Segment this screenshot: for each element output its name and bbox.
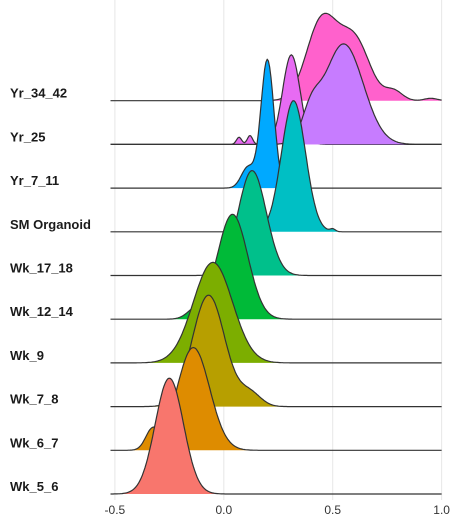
ridge-fill-wk-9: [110, 262, 442, 363]
y-label-wk-7-8: Wk_7_8: [10, 392, 58, 407]
ridge-fill-sm-organoid: [110, 100, 442, 232]
ridge-line-yr-7-11: [110, 58, 442, 189]
ridge-line-wk-12-14: [110, 213, 442, 320]
y-label-yr-25: Yr_25: [10, 129, 45, 144]
x-tick-label: -0.5: [105, 503, 126, 517]
ridge-line-wk-7-8: [110, 294, 442, 408]
y-label-sm-organoid: SM Organoid: [10, 217, 91, 232]
y-label-yr-7-11: Yr_7_11: [10, 173, 59, 188]
ridge-fill-wk-6-7: [110, 347, 442, 451]
ridge-line-wk-17-18: [110, 170, 442, 277]
ridge-fill-yr-7-11: [110, 59, 442, 189]
y-label-wk-5-6: Wk_5_6: [10, 479, 58, 494]
y-label-wk-12-14: Wk_12_14: [10, 304, 74, 319]
x-axis-labels: -0.5 0.0 0.5 1.0: [105, 503, 451, 517]
x-tick-label: 0.0: [215, 503, 232, 517]
ridge-line-yr-34-42: [110, 12, 442, 102]
ridge-line-wk-9: [110, 261, 442, 364]
y-label-wk-17-18: Wk_17_18: [10, 261, 73, 276]
y-label-wk-9: Wk_9: [10, 348, 44, 363]
ridge-fill-wk-17-18: [110, 170, 442, 276]
x-tick-label: 1.0: [433, 503, 450, 517]
ridge-fill-wk-5-6: [110, 378, 442, 494]
ridge-line-wk-5-6: [110, 377, 442, 495]
ridge-line-sm-organoid: [110, 100, 442, 233]
y-axis-labels: Wk_5_6 Wk_6_7 Wk_7_8 Wk_9 Wk_12_14 Wk_17_18 SM…: [10, 86, 91, 494]
y-label-wk-6-7: Wk_6_7: [10, 435, 58, 450]
ridge-fill-wk-7-8: [110, 295, 442, 407]
x-tick-label: 0.5: [324, 503, 341, 517]
ridges: [110, 12, 442, 495]
ridge-fill-yr-34-42: [110, 13, 442, 101]
ridge-fill-yr-25: [110, 43, 442, 145]
y-label-yr-34-42: Yr_34_42: [10, 86, 67, 101]
